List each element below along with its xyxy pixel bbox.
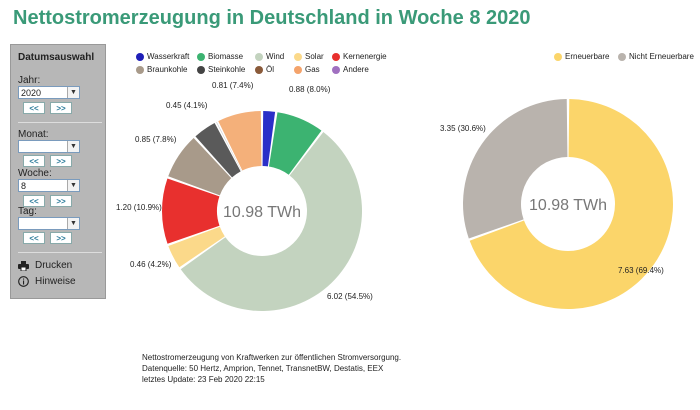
legend-label: Steinkohle: [208, 65, 246, 74]
chevron-down-icon: ▼: [67, 180, 79, 191]
donut-slice[interactable]: [469, 99, 673, 310]
legend-label: Wind: [266, 52, 285, 61]
info-icon: [18, 276, 29, 287]
footer-line-description: Nettostromerzeugung von Kraftwerken zur …: [142, 353, 402, 362]
slice-data-label: 0.81 (7.4%): [212, 81, 254, 90]
legend-marker: [294, 52, 302, 61]
panel-heading: Datumsauswahl: [18, 52, 95, 63]
year-prev-button[interactable]: <<: [23, 102, 45, 114]
year-select[interactable]: 2020 ▼: [18, 86, 80, 99]
year-next-button[interactable]: >>: [50, 102, 72, 114]
week-next-button[interactable]: >>: [50, 195, 72, 207]
legend-label: Andere: [343, 65, 369, 74]
legend-item[interactable]: Öl: [255, 65, 274, 74]
slice-data-label: 6.02 (54.5%): [327, 292, 373, 301]
donut-slice[interactable]: [262, 111, 276, 167]
legend-marker: [294, 65, 302, 74]
printer-icon: [18, 260, 29, 271]
month-label: Monat:: [18, 129, 49, 140]
legend-marker: [332, 65, 340, 74]
week-select-value: 8: [21, 181, 27, 191]
slice-data-label: 1.20 (10.9%): [116, 203, 162, 212]
footer-line-source: Datenquelle: 50 Hertz, Amprion, Tennet, …: [142, 364, 384, 373]
legend-item[interactable]: Solar: [294, 52, 324, 61]
divider: [18, 122, 102, 123]
donut-slice[interactable]: [168, 226, 225, 268]
slice-data-label: 0.88 (8.0%): [289, 85, 331, 94]
footer-line-update: letztes Update: 23 Feb 2020 22:15: [142, 375, 265, 384]
chevron-down-icon: ▼: [67, 218, 79, 229]
donut-slice[interactable]: [268, 112, 322, 175]
legend-marker: [255, 52, 263, 61]
week-prev-button[interactable]: <<: [23, 195, 45, 207]
slice-data-label: 3.35 (30.6%): [440, 124, 486, 133]
legend-item[interactable]: Andere: [332, 65, 369, 74]
month-next-button[interactable]: >>: [50, 155, 72, 167]
legend-item[interactable]: Nicht Erneuerbare: [618, 52, 694, 61]
donut-slice[interactable]: [180, 132, 362, 311]
footer-note: Nettostromerzeugung von Kraftwerken zur …: [142, 352, 401, 385]
legend-item[interactable]: Wind: [255, 52, 284, 61]
day-select[interactable]: ▼: [18, 217, 80, 230]
donut-slice[interactable]: [162, 178, 220, 244]
donut-slice[interactable]: [463, 99, 568, 239]
donut-center-label: 10.98 TWh: [529, 197, 607, 214]
day-label: Tag:: [18, 206, 37, 217]
donut-slice[interactable]: [195, 122, 241, 178]
legend-label: Öl: [266, 65, 274, 74]
legend-item[interactable]: Erneuerbare: [554, 52, 609, 61]
slice-data-label: 0.85 (7.8%): [135, 135, 177, 144]
date-selection-panel: Datumsauswahl Jahr: 2020 ▼ << >> Monat: …: [10, 44, 106, 299]
week-label: Woche:: [18, 168, 52, 179]
chevron-down-icon: ▼: [67, 87, 79, 98]
chevron-down-icon: ▼: [67, 141, 79, 152]
legend-marker: [197, 65, 205, 74]
legend-label: Gas: [305, 65, 320, 74]
divider: [18, 252, 102, 253]
legend-label: Biomasse: [208, 52, 244, 61]
donut-center-label: 10.98 TWh: [223, 204, 301, 221]
month-select[interactable]: ▼: [18, 140, 80, 153]
legend-item[interactable]: Gas: [294, 65, 320, 74]
donut-slice[interactable]: [168, 137, 232, 196]
legend-item[interactable]: Braunkohle: [136, 65, 187, 74]
day-prev-button[interactable]: <<: [23, 232, 45, 244]
legend-marker: [332, 52, 340, 61]
legend-label: Kernenergie: [343, 52, 387, 61]
legend-item[interactable]: Steinkohle: [197, 65, 245, 74]
legend-marker: [136, 52, 144, 61]
legend-item[interactable]: Kernenergie: [332, 52, 387, 61]
week-select[interactable]: 8 ▼: [18, 179, 80, 192]
year-select-value: 2020: [21, 88, 42, 98]
legend-marker: [136, 65, 144, 74]
legend-label: Braunkohle: [147, 65, 188, 74]
legend-marker: [618, 52, 626, 61]
legend-label: Nicht Erneuerbare: [629, 52, 694, 61]
legend-item[interactable]: Wasserkraft: [136, 52, 189, 61]
year-label: Jahr:: [18, 75, 41, 86]
donut-slice[interactable]: [216, 121, 242, 172]
legend-label: Wasserkraft: [147, 52, 190, 61]
page-title: Nettostromerzeugung in Deutschland in Wo…: [13, 7, 531, 29]
day-next-button[interactable]: >>: [50, 232, 72, 244]
month-prev-button[interactable]: <<: [23, 155, 45, 167]
legend-marker: [197, 52, 205, 61]
legend-label: Solar: [305, 52, 324, 61]
legend-item[interactable]: Biomasse: [197, 52, 243, 61]
print-link[interactable]: Drucken: [18, 260, 72, 271]
slice-data-label: 0.45 (4.1%): [166, 101, 208, 110]
info-link[interactable]: Hinweise: [18, 276, 76, 287]
legend-marker: [255, 65, 263, 74]
print-label: Drucken: [35, 260, 73, 271]
legend-marker: [554, 52, 562, 61]
donut-slice[interactable]: [218, 111, 262, 171]
info-label: Hinweise: [35, 276, 76, 287]
legend-label: Erneuerbare: [565, 52, 610, 61]
slice-data-label: 0.46 (4.2%): [130, 260, 172, 269]
slice-data-label: 7.63 (69.4%): [618, 266, 664, 275]
